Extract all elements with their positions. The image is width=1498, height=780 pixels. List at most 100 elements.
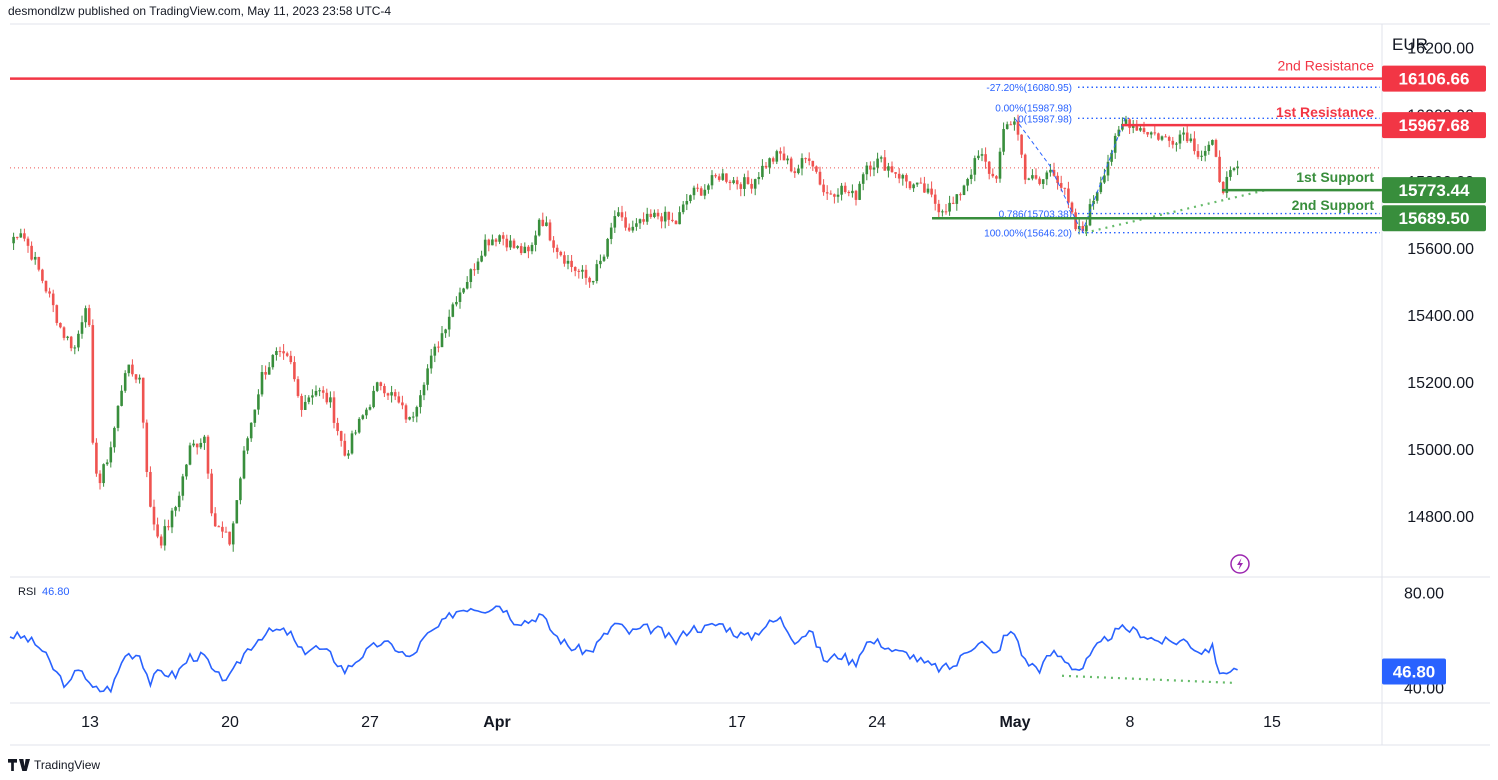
candle	[195, 443, 199, 448]
candle	[375, 382, 379, 391]
candle	[300, 395, 303, 410]
candle	[462, 288, 465, 293]
candle	[696, 187, 699, 189]
candle	[757, 177, 761, 180]
candle	[469, 269, 473, 283]
candle	[397, 396, 401, 403]
candle	[401, 402, 404, 406]
candle	[890, 166, 894, 173]
candle	[120, 390, 123, 406]
candle	[379, 382, 383, 387]
candle	[242, 450, 246, 479]
candle	[1045, 172, 1049, 180]
rsi-current-value: 46.80	[42, 586, 70, 598]
candle	[811, 160, 815, 167]
candle	[1009, 124, 1013, 126]
candle	[905, 175, 908, 182]
candle	[771, 158, 775, 162]
candle	[1175, 143, 1178, 145]
candle	[221, 526, 224, 532]
candle	[77, 333, 80, 348]
candle	[465, 282, 469, 289]
candle	[48, 291, 51, 294]
candle	[833, 194, 836, 197]
candle	[59, 322, 62, 328]
candle	[26, 238, 30, 246]
candle	[390, 392, 393, 396]
candle	[1074, 212, 1077, 230]
candle	[426, 368, 429, 385]
badge-bg	[1382, 658, 1446, 685]
rsi-line	[9, 605, 1238, 694]
fib-level-label: 0.786(15703.38)	[999, 210, 1072, 221]
fib-level-label: 100.00%(15646.20)	[984, 229, 1072, 240]
candle	[642, 219, 645, 222]
candle	[635, 223, 638, 227]
candle	[969, 174, 973, 179]
candle	[257, 394, 260, 410]
2nd-resistance-label: 2nd Resistance	[1277, 58, 1374, 74]
lightning-icon	[1230, 554, 1250, 574]
candle	[264, 372, 267, 375]
candle	[1049, 169, 1052, 173]
candle	[336, 422, 339, 432]
price-tick-label: 16200.00	[1407, 40, 1474, 57]
candle	[19, 233, 23, 238]
candle	[1200, 155, 1203, 157]
candle	[275, 351, 278, 356]
candle	[980, 154, 984, 156]
candle	[516, 246, 519, 248]
candle	[959, 194, 962, 196]
candle	[577, 270, 581, 272]
candle	[786, 158, 789, 161]
candle	[977, 155, 980, 159]
candle	[1164, 136, 1167, 138]
currency-label: EUR	[1392, 35, 1428, 54]
candle	[1041, 179, 1045, 184]
candle	[609, 227, 613, 239]
time-tick-label: 8	[1126, 714, 1135, 731]
candle	[235, 500, 239, 524]
1st-resistance-badge: 15967.68	[1382, 112, 1486, 139]
badge-bg	[1382, 65, 1486, 92]
candle	[282, 351, 285, 354]
candle	[955, 194, 959, 204]
candle	[671, 219, 674, 221]
candle	[541, 219, 545, 226]
candle	[595, 264, 599, 281]
candle	[307, 397, 311, 402]
candle	[296, 379, 300, 396]
candle	[73, 347, 77, 349]
candle	[174, 507, 177, 511]
candle	[289, 355, 293, 363]
candle	[1034, 175, 1038, 179]
candle	[692, 187, 696, 196]
price-tick-label: 15400.00	[1407, 308, 1474, 325]
candle	[314, 390, 318, 396]
candle	[444, 329, 447, 334]
1st-support-badge: 15773.44	[1382, 177, 1486, 204]
candle	[624, 217, 627, 228]
candle	[681, 204, 685, 213]
candle	[887, 166, 890, 171]
candle	[15, 236, 19, 238]
candle	[192, 443, 195, 446]
candle	[815, 166, 818, 172]
candle	[163, 526, 167, 546]
candle	[95, 442, 98, 474]
candle	[1157, 133, 1160, 140]
candle	[347, 453, 350, 456]
candle	[491, 239, 494, 246]
candle	[656, 212, 660, 217]
fib-level-label: 0(15987.98)	[1018, 114, 1072, 125]
candle	[1218, 156, 1221, 182]
candle	[1016, 121, 1020, 135]
candle	[829, 193, 833, 195]
candle	[476, 261, 480, 270]
candle	[419, 395, 422, 408]
time-tick-label: 27	[361, 714, 379, 731]
candle	[206, 436, 210, 474]
candle	[825, 192, 829, 194]
candle	[552, 240, 555, 248]
